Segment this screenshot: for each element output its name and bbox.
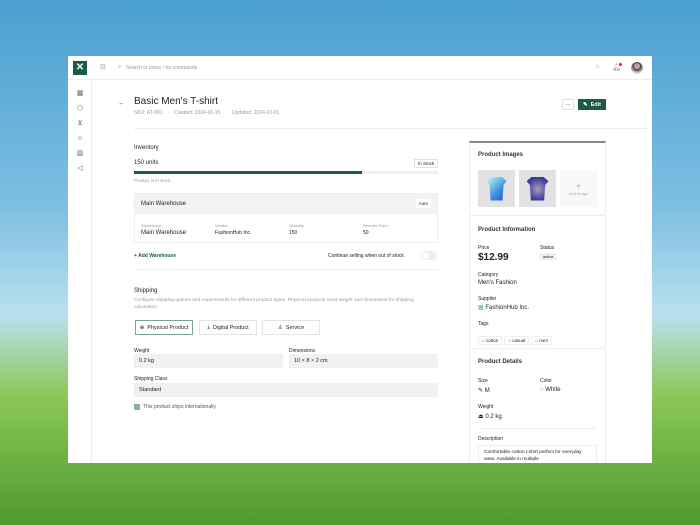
edit-icon: ✎ [583,101,588,108]
status-label: Status [540,245,555,251]
add-warehouse-link[interactable]: + Add Warehouse [134,253,176,259]
description-text[interactable]: Comfortable cotton t-shirt perfect for e… [478,445,597,463]
download-icon: ⤓ [207,324,210,330]
tag-list: ⌂ cotton ⌂ casual ⌂ men [478,329,554,347]
search-icon: ⌕ [118,64,122,70]
product-details-heading: Product Details [478,359,523,365]
search-input[interactable]: Search or press / for commands [126,65,198,71]
back-arrow-icon[interactable]: ← [118,100,125,107]
supplier-label: Supplier [478,296,497,302]
shipping-heading: Shipping [134,288,158,294]
warehouse-card: Main Warehouse Auto Warehouse Main Wareho… [134,193,438,243]
col-value: 50 [363,230,369,236]
product-meta: SKU: AT-001 · Created: 2024-01-15 · Update… [134,110,280,116]
col-label: Warehouse [141,223,162,228]
page-title: Basic Men's T-shirt [134,96,218,107]
international-checkbox[interactable] [134,404,140,410]
sidebar: ▦ ⬡ ⊻ ☺ ▥ ◁ [68,80,92,463]
user-avatar[interactable] [631,62,643,74]
updated-date: Updated: 2024-10-01 [232,110,280,116]
more-button[interactable]: ··· [562,99,574,110]
stock-note: Product is in stock [134,178,171,183]
size-value: ✎ M [478,388,490,394]
supplier-value: ▦ FashionHub Inc. [478,305,530,311]
dimensions-label: Dimensions [289,348,316,354]
col-value: FashionHub Inc. [215,230,252,236]
stock-progress [134,171,438,174]
auto-badge: Auto [415,199,431,208]
shipping-description: Configure shipping options and requireme… [134,298,414,310]
price-value: $12.99 [478,252,509,263]
color-value: ◌ White [540,387,561,393]
product-images-heading: Product Images [478,152,524,158]
continue-selling-toggle[interactable] [421,251,437,260]
category-label: Category [478,272,499,278]
weight-input[interactable]: 0.2 kg [134,354,283,368]
app-logo[interactable]: ✕ [73,61,87,75]
size-label: Size [478,378,488,384]
users-icon[interactable]: ☺ [76,135,84,142]
description-label: Description [478,436,504,442]
cart-icon[interactable]: ⊻ [77,120,83,127]
col-value: Main Warehouse [141,230,187,236]
stock-badge: In Stock [414,159,439,168]
box-icon: ⊕ [139,324,145,331]
dashboard-icon[interactable]: ▦ [76,90,84,97]
weight-detail-value: ⏏ 0.2 kg [478,414,502,420]
product-info-heading: Product Information [478,227,536,233]
palette-icon: ◌ [540,387,544,393]
bell-icon[interactable]: 🔔︎ [612,63,622,71]
add-image-button[interactable]: + Add Image [560,170,597,207]
theme-toggle-icon[interactable]: ☼ [594,63,601,70]
col-value: 150 [289,230,298,236]
weight-label: Weight [134,348,150,354]
chart-icon[interactable]: ▥ [76,150,84,157]
ruler-icon: ✎ [478,388,484,394]
physical-product-option[interactable]: ⊕ Physical Product [135,320,193,335]
plus-icon: + [134,253,139,259]
service-option[interactable]: ♙ Service [262,320,320,335]
price-label: Price [478,245,490,251]
package-icon[interactable]: ⬡ [76,105,84,112]
supplier-logo-icon: ▦ [478,305,484,311]
digital-product-option[interactable]: ⤓ Digital Product [199,320,257,335]
weight-detail-label: Weight [478,404,494,410]
weight-icon: ⏏ [478,414,484,420]
product-image-2[interactable] [519,170,556,207]
dimensions-input[interactable]: 10 × 8 × 2 cm [289,354,438,368]
top-bar: ✕ ⊟ ⌕ Search or press / for commands ☼ 🔔… [68,56,652,80]
created-date: Created: 2024-01-15 [174,110,221,116]
category-value: Men's Fashion [478,280,517,286]
shipping-class-select[interactable]: Standard [134,383,438,397]
col-label: Quantity [289,223,304,228]
color-label: Color [540,378,552,384]
warehouse-name: Main Warehouse [141,201,187,207]
product-image-1[interactable] [478,170,515,207]
megaphone-icon[interactable]: ◁ [77,165,83,172]
shipping-class-label: Shipping Class [134,376,168,382]
inventory-heading: Inventory [134,145,159,151]
person-icon: ♙ [277,324,283,331]
col-label: Reorder Point [363,223,388,228]
international-label: This product ships internationally [143,404,216,410]
tag: ⌂ cotton [478,336,503,345]
status-badge: active [540,253,557,260]
tags-label: Tags [478,321,489,327]
sidebar-toggle-icon[interactable]: ⊟ [100,64,106,71]
app-window: ✕ ⊟ ⌕ Search or press / for commands ☼ 🔔… [68,56,652,463]
continue-selling-label: Continue selling when out of stock [328,253,404,259]
sku: SKU: AT-001 [134,110,163,116]
tag: ⌂ men [531,336,552,345]
col-label: Vendor [215,223,228,228]
edit-button[interactable]: ✎ Edit [578,99,606,110]
right-panel: Product Images + Add Image Product Inform… [469,141,606,463]
plus-icon: + [575,181,582,191]
stock-units: 150 units [134,160,159,166]
tag: ⌂ casual [504,336,530,345]
